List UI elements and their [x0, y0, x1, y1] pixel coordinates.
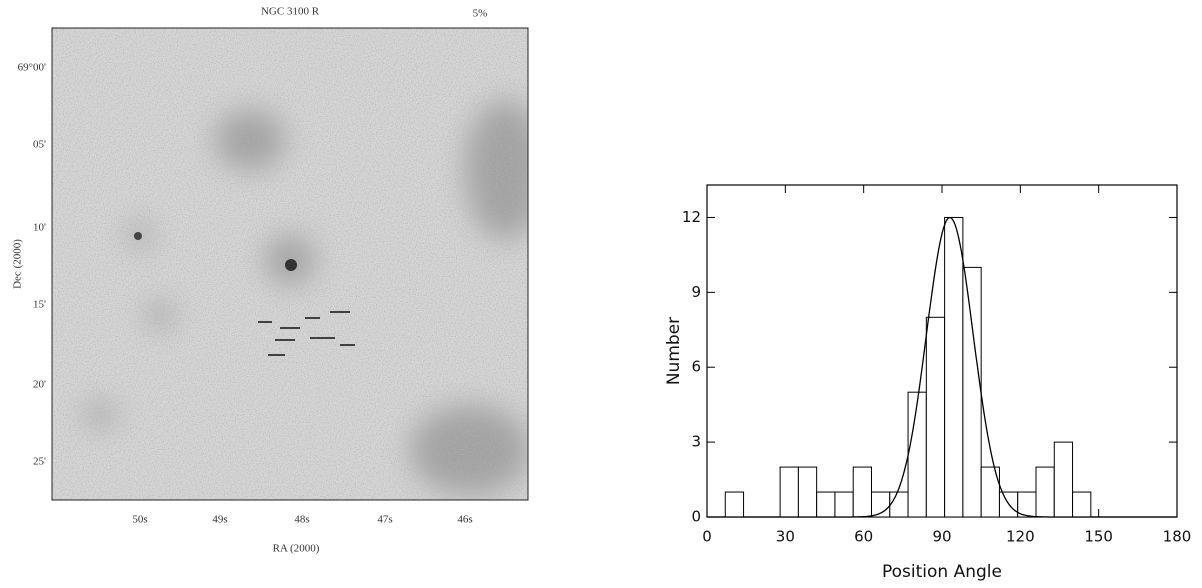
- histogram-bar: [1035, 466, 1055, 518]
- histogram-bar: [1053, 441, 1074, 518]
- y-tick-label: 0: [691, 508, 701, 526]
- y-tick-label: 12: [682, 208, 701, 226]
- y-axis-label: Dec (2000): [12, 239, 24, 289]
- x-tick-label: 150: [1084, 528, 1113, 546]
- image-frame: [51, 27, 529, 501]
- corner-label: 5%: [473, 8, 488, 20]
- y-tick-label: 69°00': [18, 62, 46, 74]
- histogram-bar: [925, 316, 946, 518]
- histogram-bar: [834, 491, 854, 518]
- histogram-bar: [852, 466, 873, 518]
- y-tick-label: 25': [33, 456, 46, 468]
- image-title: NGC 3100 R: [261, 6, 320, 18]
- y-axis-label: Number: [664, 317, 684, 385]
- y-tick-label: 05': [33, 139, 46, 151]
- x-tick-label: 50s: [132, 514, 147, 526]
- gaussian-fit: [707, 216, 1177, 518]
- y-tick-label: 9: [691, 283, 701, 301]
- x-tick-label: 46s: [457, 514, 472, 526]
- y-tick-label: 10': [33, 222, 46, 234]
- x-tick-label: 47s: [377, 514, 392, 526]
- histogram-bar: [816, 491, 836, 518]
- histogram-bar: [779, 466, 799, 518]
- x-axis-label: RA (2000): [273, 543, 320, 555]
- x-tick-label: 49s: [212, 514, 227, 526]
- x-tick-label: 30: [776, 528, 795, 546]
- histogram-bar: [797, 466, 818, 518]
- x-tick-label: 180: [1163, 528, 1192, 546]
- sky-image: [52, 28, 528, 500]
- x-axis-label: Position Angle: [882, 562, 1002, 582]
- histogram-bar: [889, 491, 909, 518]
- histogram-bar: [724, 491, 745, 518]
- histogram-bar: [1072, 491, 1092, 518]
- x-tick-label: 60: [854, 528, 873, 546]
- x-tick-label: 90: [932, 528, 951, 546]
- histogram-bar: [944, 216, 964, 518]
- y-tick-label: 15': [33, 299, 46, 311]
- x-tick-label: 48s: [294, 514, 309, 526]
- x-tick-label: 0: [702, 528, 712, 546]
- y-tick-label: 3: [691, 433, 701, 451]
- histogram-bar: [907, 391, 927, 518]
- x-tick-label: 120: [1006, 528, 1035, 546]
- histogram-bar: [962, 266, 982, 518]
- y-tick-label: 20': [33, 379, 46, 391]
- y-tick-label: 6: [691, 358, 701, 376]
